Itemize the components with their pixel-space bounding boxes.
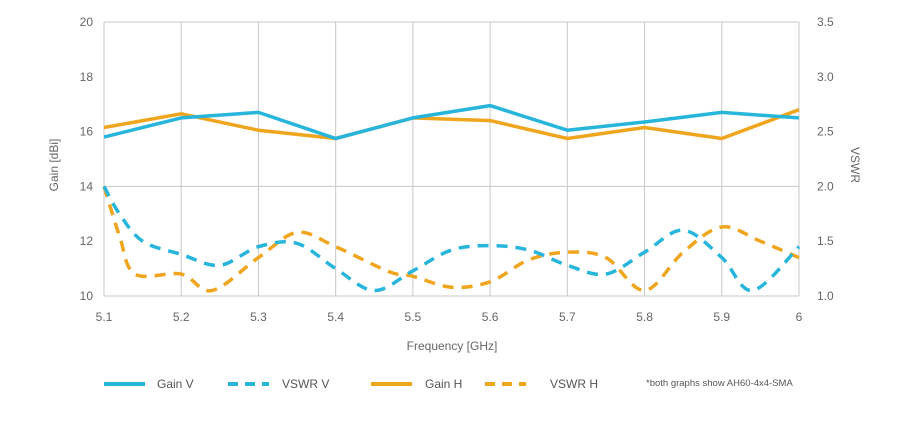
x-tick-label: 5.9 xyxy=(713,310,730,324)
y-right-tick-label: 3.5 xyxy=(817,15,834,29)
series-line-vswr-h xyxy=(102,185,800,293)
y-right-tick-label: 2.5 xyxy=(817,125,834,139)
y-right-tick-label: 3.0 xyxy=(817,70,834,84)
y-left-tick-label: 14 xyxy=(80,179,94,193)
y-right-tick-label: 1.5 xyxy=(817,234,834,248)
x-tick-label: 5.4 xyxy=(327,310,344,324)
x-tick-label: 5.2 xyxy=(173,310,190,324)
legend-label-gain-h: Gain H xyxy=(425,377,462,391)
x-tick-label: 5.6 xyxy=(482,310,499,324)
y-right-tick-label: 1.0 xyxy=(817,289,834,303)
x-tick-label: 6 xyxy=(796,310,803,324)
chart-note: *both graphs show AH60-4x4-SMA xyxy=(646,378,793,389)
y-left-tick-label: 18 xyxy=(80,70,94,84)
legend: Gain V VSWR V Gain H VSWR H *both graphs… xyxy=(104,377,793,391)
x-tick-label: 5.7 xyxy=(559,310,576,324)
y-left-tick-label: 12 xyxy=(80,234,94,248)
x-tick-label: 5.8 xyxy=(636,310,653,324)
series-line-vswr-v xyxy=(102,185,801,293)
legend-label-gain-v: Gain V xyxy=(157,377,194,391)
x-tick-label: 5.3 xyxy=(250,310,267,324)
legend-label-vswr-h: VSWR H xyxy=(550,377,598,391)
x-tick-label: 5.1 xyxy=(96,310,113,324)
series-line-gain-v xyxy=(103,103,800,141)
x-tick-label: 5.5 xyxy=(405,310,422,324)
y-left-tick-label: 16 xyxy=(80,125,94,139)
tick-labels: 5.1 5.2 5.3 5.4 5.5 5.6 5.7 5.8 5.9 6 10 12 14 16 18 20… xyxy=(80,15,834,324)
x-axis-title: Frequency [GHz] xyxy=(407,339,498,353)
grid xyxy=(103,21,800,297)
series-lines xyxy=(102,103,801,293)
y-right-tick-label: 2.0 xyxy=(817,179,834,193)
y-left-tick-label: 10 xyxy=(80,289,94,303)
legend-label-vswr-v: VSWR V xyxy=(282,377,329,391)
y-left-tick-label: 20 xyxy=(80,15,94,29)
y-axis-right-title: VSWR xyxy=(848,147,862,183)
y-axis-left-title: Gain [dBi] xyxy=(47,139,61,192)
series-line-gain-h xyxy=(103,108,800,141)
